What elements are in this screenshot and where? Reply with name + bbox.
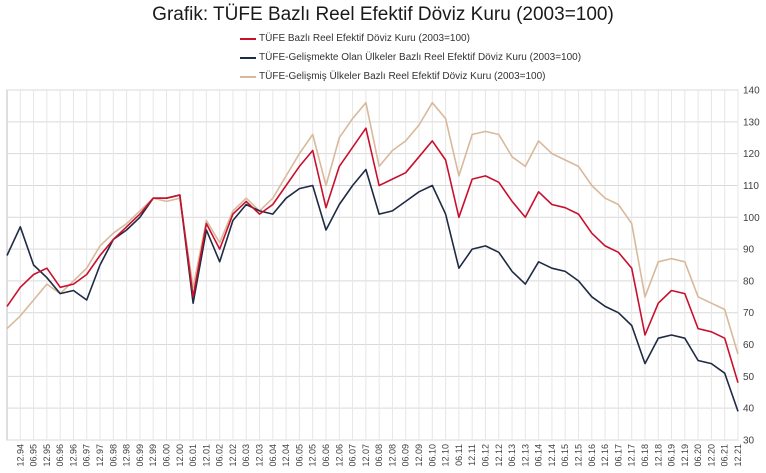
x-tick-label: 12.13 xyxy=(520,444,530,467)
chart-legend: TÜFE Bazlı Reel Efektif Döviz Kuru (2003… xyxy=(240,29,581,86)
x-tick-label: 06.00 xyxy=(161,444,171,467)
x-tick-label: 06.21 xyxy=(720,444,730,467)
x-tick-label: 12.08 xyxy=(387,444,397,467)
x-tick-label: 06.99 xyxy=(135,444,145,467)
x-tick-label: 12.09 xyxy=(414,444,424,467)
x-tick-label: 12.20 xyxy=(706,444,716,467)
y-tick-label: 140 xyxy=(743,86,760,97)
x-tick-label: 06.16 xyxy=(587,444,597,467)
x-tick-label: 06.04 xyxy=(268,444,278,467)
x-tick-label: 12.14 xyxy=(547,444,557,467)
x-tick-label: 12.11 xyxy=(467,444,477,466)
y-tick-label: 120 xyxy=(743,149,760,160)
x-tick-label: 12.00 xyxy=(175,444,185,467)
y-tick-label: 90 xyxy=(743,245,755,256)
x-tick-label: 12.01 xyxy=(201,444,211,467)
legend-item-emerging: TÜFE-Gelişmekte Olan Ülkeler Bazlı Reel … xyxy=(240,48,581,67)
series-line-2 xyxy=(6,101,739,355)
x-tick-label: 06.14 xyxy=(534,444,544,467)
legend-label-tufe: TÜFE Bazlı Reel Efektif Döviz Kuru (2003… xyxy=(259,33,470,44)
y-tick-label: 60 xyxy=(743,340,755,351)
x-tick-label: 12.98 xyxy=(122,444,132,467)
x-tick-label: 06.03 xyxy=(241,444,251,467)
y-tick-label: 110 xyxy=(743,181,759,192)
x-tick-label: 06.02 xyxy=(215,444,225,467)
x-tick-label: 06.96 xyxy=(55,444,65,467)
x-tick-label: 06.12 xyxy=(480,444,490,467)
x-tick-label: 06.18 xyxy=(640,444,650,467)
x-tick-label: 12.97 xyxy=(95,444,105,467)
x-tick-label: 06.17 xyxy=(613,444,623,467)
x-tick-label: 12.96 xyxy=(68,444,78,467)
x-tick-label: 06.97 xyxy=(82,444,92,467)
x-tick-label: 12.06 xyxy=(334,444,344,467)
x-tick-label: 12.12 xyxy=(494,444,504,467)
x-tick-label: 12.16 xyxy=(600,444,610,467)
x-tick-label: 12.21 xyxy=(733,444,743,467)
x-tick-label: 06.15 xyxy=(560,444,570,467)
y-tick-label: 100 xyxy=(743,213,760,224)
chart-title: Grafik: TÜFE Bazlı Reel Efektif Döviz Ku… xyxy=(152,4,614,25)
x-tick-label: 06.01 xyxy=(188,444,198,467)
y-tick-label: 50 xyxy=(743,372,755,383)
series-line-0 xyxy=(6,127,739,383)
legend-label-emerging: TÜFE-Gelişmekte Olan Ülkeler Bazlı Reel … xyxy=(259,52,582,63)
x-tick-label: 12.04 xyxy=(281,444,291,467)
x-tick-label: 06.11 xyxy=(454,444,464,466)
y-tick-label: 70 xyxy=(743,308,755,319)
x-tick-label: 12.17 xyxy=(627,444,637,467)
x-tick-label: 06.08 xyxy=(374,444,384,467)
y-tick-label: 130 xyxy=(743,117,760,128)
x-tick-label: 06.19 xyxy=(667,444,677,467)
x-tick-label: 06.10 xyxy=(427,444,437,467)
x-tick-label: 12.02 xyxy=(228,444,238,467)
y-tick-label: 30 xyxy=(743,436,755,447)
x-tick-label: 06.05 xyxy=(294,444,304,467)
x-tick-label: 06.06 xyxy=(321,444,331,467)
y-tick-label: 80 xyxy=(743,276,755,287)
series-line-1 xyxy=(6,168,739,412)
x-tick-label: 12.99 xyxy=(148,444,158,467)
x-tick-label: 06.13 xyxy=(507,444,517,467)
x-tick-label: 06.20 xyxy=(693,444,703,467)
legend-swatch-emerging xyxy=(240,56,256,59)
x-tick-label: 06.09 xyxy=(401,444,411,467)
x-tick-label: 12.10 xyxy=(441,444,451,467)
legend-swatch-tufe xyxy=(240,37,256,40)
x-tick-label: 12.07 xyxy=(361,444,371,467)
legend-label-developed: TÜFE-Gelişmiş Ülkeler Bazlı Reel Efektif… xyxy=(259,71,546,82)
legend-swatch-developed xyxy=(240,75,256,78)
x-tick-label: 12.03 xyxy=(255,444,265,467)
x-tick-label: 06.07 xyxy=(348,444,358,467)
x-tick-label: 12.18 xyxy=(653,444,663,467)
x-tick-label: 12.19 xyxy=(680,444,690,467)
legend-item-tufe: TÜFE Bazlı Reel Efektif Döviz Kuru (2003… xyxy=(240,29,581,48)
x-tick-label: 06.98 xyxy=(108,444,118,467)
x-tick-label: 06.95 xyxy=(29,444,39,467)
x-tick-label: 12.05 xyxy=(308,444,318,467)
x-tick-label: 12.94 xyxy=(15,444,25,467)
x-tick-label: 12.95 xyxy=(42,444,52,467)
x-tick-label: 12.15 xyxy=(574,444,584,467)
y-tick-label: 40 xyxy=(743,404,755,415)
legend-item-developed: TÜFE-Gelişmiş Ülkeler Bazlı Reel Efektif… xyxy=(240,67,581,86)
